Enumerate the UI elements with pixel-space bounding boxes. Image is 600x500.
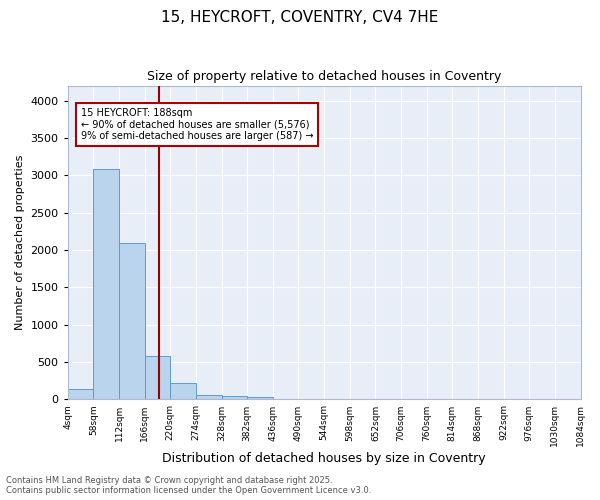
- Bar: [170, 384, 196, 400]
- Bar: [94, 170, 119, 400]
- Title: Size of property relative to detached houses in Coventry: Size of property relative to detached ho…: [147, 70, 501, 83]
- Y-axis label: Number of detached properties: Number of detached properties: [15, 155, 25, 330]
- Bar: [145, 356, 170, 400]
- Bar: [119, 244, 145, 400]
- Bar: [68, 389, 94, 400]
- X-axis label: Distribution of detached houses by size in Coventry: Distribution of detached houses by size …: [162, 452, 486, 465]
- Text: 15, HEYCROFT, COVENTRY, CV4 7HE: 15, HEYCROFT, COVENTRY, CV4 7HE: [161, 10, 439, 25]
- Text: Contains HM Land Registry data © Crown copyright and database right 2025.
Contai: Contains HM Land Registry data © Crown c…: [6, 476, 371, 495]
- Bar: [221, 396, 247, 400]
- Bar: [247, 397, 273, 400]
- Bar: [196, 394, 221, 400]
- Text: 15 HEYCROFT: 188sqm
← 90% of detached houses are smaller (5,576)
9% of semi-deta: 15 HEYCROFT: 188sqm ← 90% of detached ho…: [80, 108, 313, 141]
